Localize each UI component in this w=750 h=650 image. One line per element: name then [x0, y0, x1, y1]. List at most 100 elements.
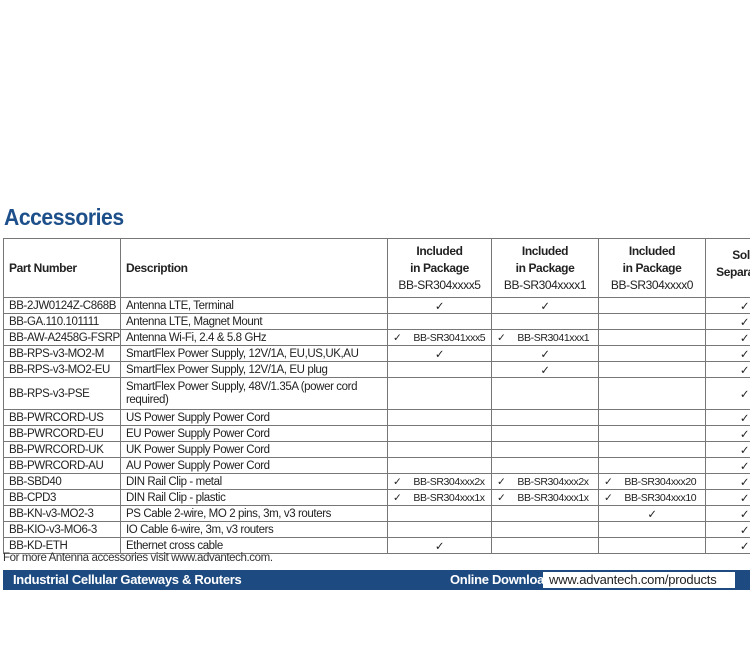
cell-inc5: ✓ — [387, 297, 492, 314]
table-row: BB-2JW0124Z-C868B Antenna LTE, Terminal ✓ ✓… — [3, 297, 750, 314]
cell-inc0 — [598, 457, 706, 474]
cell-sold: ✓ — [705, 297, 750, 314]
model-text: BB-SR304xxx20 — [624, 475, 697, 488]
cell-inc5 — [387, 521, 492, 538]
cell-inc0 — [598, 425, 706, 442]
table-row: BB-PWRCORD-EU EU Power Supply Power Cord ✓ — [3, 425, 750, 442]
header-line: Included — [628, 243, 676, 258]
cell-inc5 — [387, 425, 492, 442]
cell-inc0: ✓ BB-SR304xxx10 — [598, 489, 706, 506]
cell-inc5 — [387, 441, 492, 458]
header-sub: BB-SR304xxxx5 — [398, 277, 481, 292]
cell-part: BB-AW-A2458G-FSRPK — [3, 329, 121, 346]
cell-part: BB-CPD3 — [3, 489, 121, 506]
check-icon: ✓ — [393, 491, 402, 504]
cell-desc: AU Power Supply Power Cord — [120, 457, 388, 474]
cell-desc: SmartFlex Power Supply, 48V/1.35A (power… — [120, 377, 388, 410]
online-download-label: Online Download — [450, 572, 552, 587]
cell-desc: DIN Rail Clip - metal — [120, 473, 388, 490]
header-included-0: Included in Package BB-SR304xxxx0 — [598, 238, 706, 298]
cell-inc0 — [598, 361, 706, 378]
model-text: BB-SR3041xxx1 — [517, 331, 590, 344]
cell-desc: SmartFlex Power Supply, 12V/1A, EU,US,UK… — [120, 345, 388, 362]
cell-part: BB-KIO-v3-MO6-3 — [3, 521, 121, 538]
footnote: For more Antenna accessories visit www.a… — [3, 552, 273, 564]
cell-part: BB-KD-ETH — [3, 537, 121, 554]
cell-part: BB-PWRCORD-UK — [3, 441, 121, 458]
header-included-1: Included in Package BB-SR304xxxx1 — [491, 238, 599, 298]
cell-part: BB-GA.110.101111 — [3, 313, 121, 330]
cell-sold: ✓ — [705, 313, 750, 330]
download-url-link[interactable]: www.advantech.com/products — [543, 572, 735, 588]
footer-category: Industrial Cellular Gateways & Routers — [13, 572, 242, 587]
check-icon: ✓ — [393, 475, 402, 488]
cell-inc5 — [387, 377, 492, 410]
cell-inc0: ✓ BB-SR304xxx20 — [598, 473, 706, 490]
cell-inc5: ✓ BB-SR304xxx1x — [387, 489, 492, 506]
header-included-5: Included in Package BB-SR304xxxx5 — [387, 238, 492, 298]
cell-inc1: ✓ BB-SR304xxx2x — [491, 473, 599, 490]
check-icon: ✓ — [393, 331, 402, 344]
header-sold-separately: Sold Separately — [705, 238, 750, 298]
table-row: BB-KIO-v3-MO6-3 IO Cable 6-wire, 3m, v3 r… — [3, 521, 750, 538]
cell-sold: ✓ — [705, 537, 750, 554]
cell-desc: US Power Supply Power Cord — [120, 409, 388, 426]
footer-bar: Industrial Cellular Gateways & Routers O… — [3, 570, 750, 590]
cell-part: BB-RPS-v3-MO2-M — [3, 345, 121, 362]
cell-inc5: ✓ BB-SR304xxx2x — [387, 473, 492, 490]
table-header-row: Part Number Description Included in Packa… — [3, 238, 750, 298]
cell-inc0 — [598, 345, 706, 362]
header-line: Separately — [716, 265, 750, 279]
cell-desc: Antenna LTE, Terminal — [120, 297, 388, 314]
cell-inc1 — [491, 377, 599, 410]
header-description: Description — [120, 238, 388, 298]
page-title: Accessories — [4, 204, 124, 230]
cell-desc: UK Power Supply Power Cord — [120, 441, 388, 458]
cell-sold: ✓ — [705, 505, 750, 522]
cell-inc0: ✓ — [598, 505, 706, 522]
cell-inc5 — [387, 409, 492, 426]
table-row: BB-RPS-v3-MO2-M SmartFlex Power Supply, 1… — [3, 345, 750, 362]
table-row: BB-PWRCORD-UK UK Power Supply Power Cord ✓ — [3, 441, 750, 458]
check-icon: ✓ — [497, 475, 506, 488]
header-sub: BB-SR304xxxx0 — [610, 277, 694, 292]
table-row: BB-PWRCORD-AU AU Power Supply Power Cord ✓ — [3, 457, 750, 474]
model-text: BB-SR304xxx1x — [517, 491, 589, 504]
cell-sold: ✓ — [705, 441, 750, 458]
accessories-table: Part Number Description Included in Packa… — [3, 238, 750, 554]
cell-inc5: ✓ BB-SR3041xxx5 — [387, 329, 492, 346]
cell-inc1 — [491, 521, 599, 538]
cell-inc5 — [387, 313, 492, 330]
header-line: in Package — [515, 260, 575, 275]
cell-desc: PS Cable 2-wire, MO 2 pins, 3m, v3 route… — [120, 505, 388, 522]
cell-inc0 — [598, 409, 706, 426]
table-row: BB-KD-ETH Ethernet cross cable ✓ ✓ — [3, 537, 750, 554]
header-line: Sold — [732, 248, 750, 262]
cell-inc1: ✓ BB-SR304xxx1x — [491, 489, 599, 506]
cell-sold: ✓ — [705, 457, 750, 474]
cell-inc0 — [598, 313, 706, 330]
cell-part: BB-2JW0124Z-C868B — [3, 297, 121, 314]
cell-part: BB-RPS-v3-PSE — [3, 377, 121, 410]
cell-desc: IO Cable 6-wire, 3m, v3 routers — [120, 521, 388, 538]
cell-inc0 — [598, 377, 706, 410]
cell-inc5: ✓ — [387, 537, 492, 554]
check-icon: ✓ — [604, 491, 613, 504]
table-row: BB-GA.110.101111 Antenna LTE, Magnet Moun… — [3, 313, 750, 330]
cell-part: BB-SBD40 — [3, 473, 121, 490]
cell-part: BB-PWRCORD-EU — [3, 425, 121, 442]
cell-inc5 — [387, 505, 492, 522]
cell-desc: Antenna Wi-Fi, 2.4 & 5.8 GHz — [120, 329, 388, 346]
model-text: BB-SR304xxx1x — [413, 491, 485, 504]
cell-inc1 — [491, 457, 599, 474]
header-part-number: Part Number — [3, 238, 121, 298]
model-text: BB-SR304xxx10 — [624, 491, 697, 504]
cell-desc: DIN Rail Clip - plastic — [120, 489, 388, 506]
check-icon: ✓ — [604, 475, 613, 488]
cell-desc: EU Power Supply Power Cord — [120, 425, 388, 442]
model-text: BB-SR304xxx2x — [413, 475, 485, 488]
table-row: BB-AW-A2458G-FSRPK Antenna Wi-Fi, 2.4 & 5… — [3, 329, 750, 346]
header-line: in Package — [622, 260, 682, 275]
cell-inc0 — [598, 329, 706, 346]
table-row: BB-RPS-v3-MO2-EU SmartFlex Power Supply, … — [3, 361, 750, 378]
